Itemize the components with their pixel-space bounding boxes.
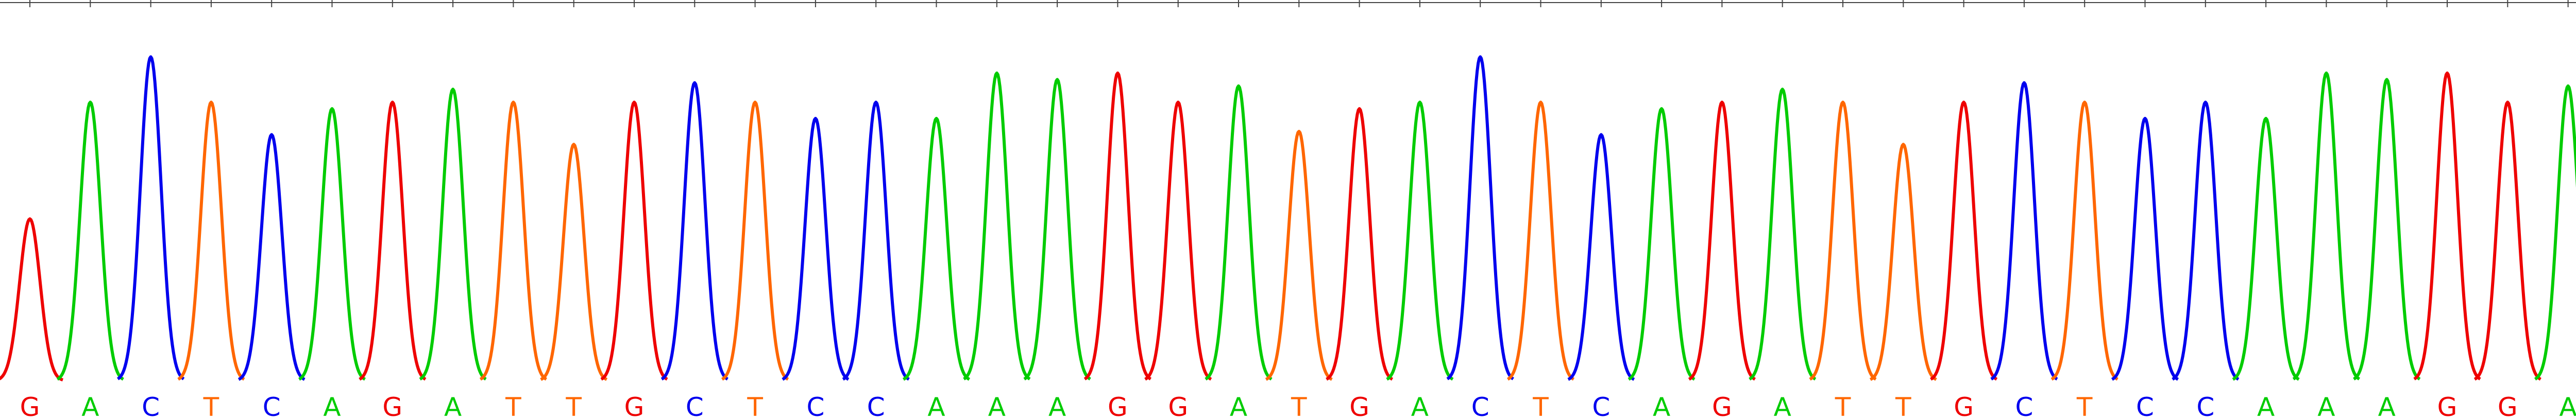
base-call-label: C	[1592, 392, 1610, 418]
base-call-label: G	[1349, 392, 1369, 418]
base-call-label: A	[323, 392, 341, 418]
base-call-label: T	[1895, 392, 1911, 418]
base-call-label: G	[2498, 392, 2518, 418]
trace-peak-G	[1326, 107, 1394, 381]
trace-peak-C	[660, 81, 728, 381]
trace-peak-A	[2353, 78, 2421, 381]
base-call-label: T	[1835, 392, 1851, 418]
trace-peak-A	[1205, 84, 1273, 381]
base-call-label: T	[1532, 392, 1549, 418]
trace-peak-T	[1506, 100, 1575, 381]
base-call-label: G	[20, 392, 40, 418]
trace-peak-C	[782, 117, 850, 381]
trace-peak-T	[1869, 143, 1937, 381]
base-call-label: C	[806, 392, 824, 418]
base-call-label: G	[2437, 392, 2458, 418]
base-call-label: C	[2015, 392, 2033, 418]
trace-peak-A	[1023, 78, 1091, 381]
base-call-label: T	[505, 392, 521, 418]
base-call-label: A	[1653, 392, 1670, 418]
base-call-label: A	[1048, 392, 1066, 418]
trace-peak-A	[902, 117, 971, 381]
trace-peak-T	[1809, 100, 1877, 381]
trace-peak-T	[721, 100, 789, 381]
trace-peak-G	[600, 100, 668, 381]
base-call-label: A	[927, 392, 945, 418]
trace-peak-G	[1930, 100, 1998, 381]
trace-peak-G	[0, 217, 63, 381]
trace-peak-G	[1688, 100, 1756, 381]
base-call-label: A	[444, 392, 462, 418]
trace-peak-G	[2473, 100, 2541, 381]
base-call-label: G	[624, 392, 645, 418]
trace-peak-A	[298, 107, 366, 381]
trace-peak-C	[842, 100, 910, 381]
trace-peak-A	[1386, 100, 1454, 381]
top-axis	[0, 0, 2576, 7]
base-call-label: G	[1108, 392, 1128, 418]
trace-peak-A	[1628, 107, 1696, 381]
trace-peak-T	[1265, 130, 1333, 381]
trace-peak-G	[359, 100, 427, 381]
base-call-label: A	[2378, 392, 2396, 418]
base-call-label: C	[686, 392, 704, 418]
trace-peak-G	[1144, 100, 1212, 381]
trace-peak-A	[2292, 71, 2361, 380]
trace-layer	[0, 55, 2576, 381]
base-call-label: T	[1291, 392, 1307, 418]
base-call-label: C	[2136, 392, 2154, 418]
trace-peak-C	[1990, 81, 2058, 381]
base-call-label: A	[1411, 392, 1429, 418]
base-call-label: A	[1774, 392, 1791, 418]
base-call-label: A	[1230, 392, 1247, 418]
trace-peak-T	[177, 100, 245, 381]
base-call-label: A	[2559, 392, 2576, 418]
base-call-label: G	[1954, 392, 1974, 418]
base-call-label: T	[203, 392, 219, 418]
trace-peak-A	[2232, 117, 2300, 381]
trace-peak-C	[238, 133, 306, 381]
base-call-label: C	[2196, 392, 2214, 418]
trace-peak-A	[2534, 84, 2576, 381]
base-call-label: A	[2257, 392, 2275, 418]
base-call-label: G	[1168, 392, 1188, 418]
base-call-label: C	[142, 392, 160, 418]
base-call-label: G	[382, 392, 402, 418]
trace-peak-T	[479, 100, 547, 381]
trace-peak-C	[1567, 133, 1635, 381]
trace-peak-C	[1446, 55, 1514, 380]
trace-peak-C	[2111, 117, 2179, 381]
trace-peak-T	[2050, 100, 2119, 381]
trace-peak-A	[1749, 88, 1817, 381]
base-call-label: A	[988, 392, 1006, 418]
base-call-label: A	[2317, 392, 2335, 418]
base-call-label: C	[263, 392, 281, 418]
trace-peak-C	[116, 55, 185, 380]
trace-peak-A	[963, 71, 1031, 380]
base-call-label: G	[1712, 392, 1732, 418]
trace-peak-A	[419, 88, 487, 381]
trace-peak-T	[540, 143, 608, 381]
trace-peak-G	[1083, 71, 1152, 380]
base-call-label: C	[867, 392, 885, 418]
base-call-label: T	[565, 392, 582, 418]
trace-peak-G	[2413, 71, 2481, 380]
base-call-label: A	[81, 392, 99, 418]
base-call-label: C	[1471, 392, 1489, 418]
base-call-label: T	[747, 392, 763, 418]
base-call-label: T	[2076, 392, 2093, 418]
trace-peak-C	[2172, 100, 2240, 381]
trace-peak-A	[56, 100, 124, 381]
